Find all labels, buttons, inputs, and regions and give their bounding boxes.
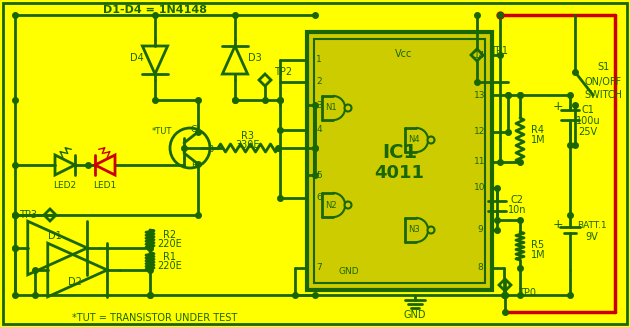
Text: R2: R2 [163, 230, 176, 240]
Text: 12: 12 [474, 128, 486, 136]
Text: N1: N1 [325, 104, 337, 112]
Text: N2: N2 [325, 200, 337, 210]
Text: N3: N3 [408, 226, 420, 234]
Text: GND: GND [339, 267, 359, 277]
Text: ON/OFF: ON/OFF [585, 77, 622, 87]
Text: 9V: 9V [586, 232, 598, 242]
Circle shape [428, 136, 435, 144]
Text: B: B [207, 146, 213, 154]
Text: 3: 3 [316, 100, 322, 110]
Text: GND: GND [404, 310, 427, 320]
Text: D1: D1 [48, 231, 62, 241]
FancyBboxPatch shape [314, 39, 485, 283]
Text: C1: C1 [581, 105, 595, 115]
Text: +: + [553, 100, 563, 113]
Text: 330E: 330E [236, 140, 260, 150]
Text: C2: C2 [510, 195, 524, 205]
Text: 1: 1 [316, 56, 322, 64]
Text: 1M: 1M [530, 135, 546, 145]
Text: R5: R5 [532, 240, 544, 250]
Text: C: C [191, 126, 197, 134]
Text: *TUT = TRANSISTOR UNDER TEST: *TUT = TRANSISTOR UNDER TEST [72, 313, 238, 323]
Text: LED2: LED2 [54, 181, 77, 190]
Text: D4: D4 [130, 53, 144, 63]
Text: 10n: 10n [508, 205, 526, 215]
Text: TP0: TP0 [518, 288, 536, 298]
Circle shape [428, 227, 435, 233]
Text: S1: S1 [597, 62, 609, 72]
FancyBboxPatch shape [307, 32, 492, 290]
Text: 10: 10 [474, 183, 486, 193]
Text: +: + [553, 218, 563, 232]
Text: 25V: 25V [578, 127, 598, 137]
Text: 4011: 4011 [374, 164, 425, 182]
Text: TP3: TP3 [19, 210, 37, 220]
Text: D1-D4 = 1N4148: D1-D4 = 1N4148 [103, 5, 207, 15]
Text: LED1: LED1 [93, 181, 117, 190]
Text: IC1: IC1 [382, 144, 417, 163]
Text: 4: 4 [316, 126, 322, 134]
Text: 8: 8 [477, 264, 483, 272]
Text: 220E: 220E [158, 239, 182, 249]
Text: 13: 13 [474, 91, 486, 99]
Text: TP2: TP2 [274, 67, 292, 77]
Text: 5: 5 [316, 170, 322, 180]
Text: 6: 6 [316, 194, 322, 202]
Text: SWITCH: SWITCH [584, 90, 622, 100]
Text: R4: R4 [532, 125, 544, 135]
Text: Vcc: Vcc [395, 49, 413, 59]
Text: *TUT: *TUT [152, 128, 172, 136]
Text: E: E [191, 162, 197, 170]
Circle shape [345, 105, 352, 112]
Text: 2: 2 [316, 77, 322, 87]
Text: D3: D3 [248, 53, 262, 63]
Text: N4: N4 [408, 135, 420, 145]
Text: 1M: 1M [530, 250, 546, 260]
Text: D2: D2 [68, 277, 82, 287]
Text: TP1: TP1 [490, 46, 508, 56]
Text: 100u: 100u [576, 116, 600, 126]
Text: BATT.1: BATT.1 [577, 220, 607, 230]
Text: 14: 14 [474, 50, 486, 60]
Circle shape [345, 201, 352, 209]
Text: R3: R3 [241, 131, 255, 141]
Text: 9: 9 [477, 226, 483, 234]
Text: R1: R1 [164, 252, 176, 262]
Text: 11: 11 [474, 158, 486, 166]
Text: 220E: 220E [158, 261, 182, 271]
Text: 7: 7 [316, 264, 322, 272]
FancyBboxPatch shape [3, 3, 627, 324]
